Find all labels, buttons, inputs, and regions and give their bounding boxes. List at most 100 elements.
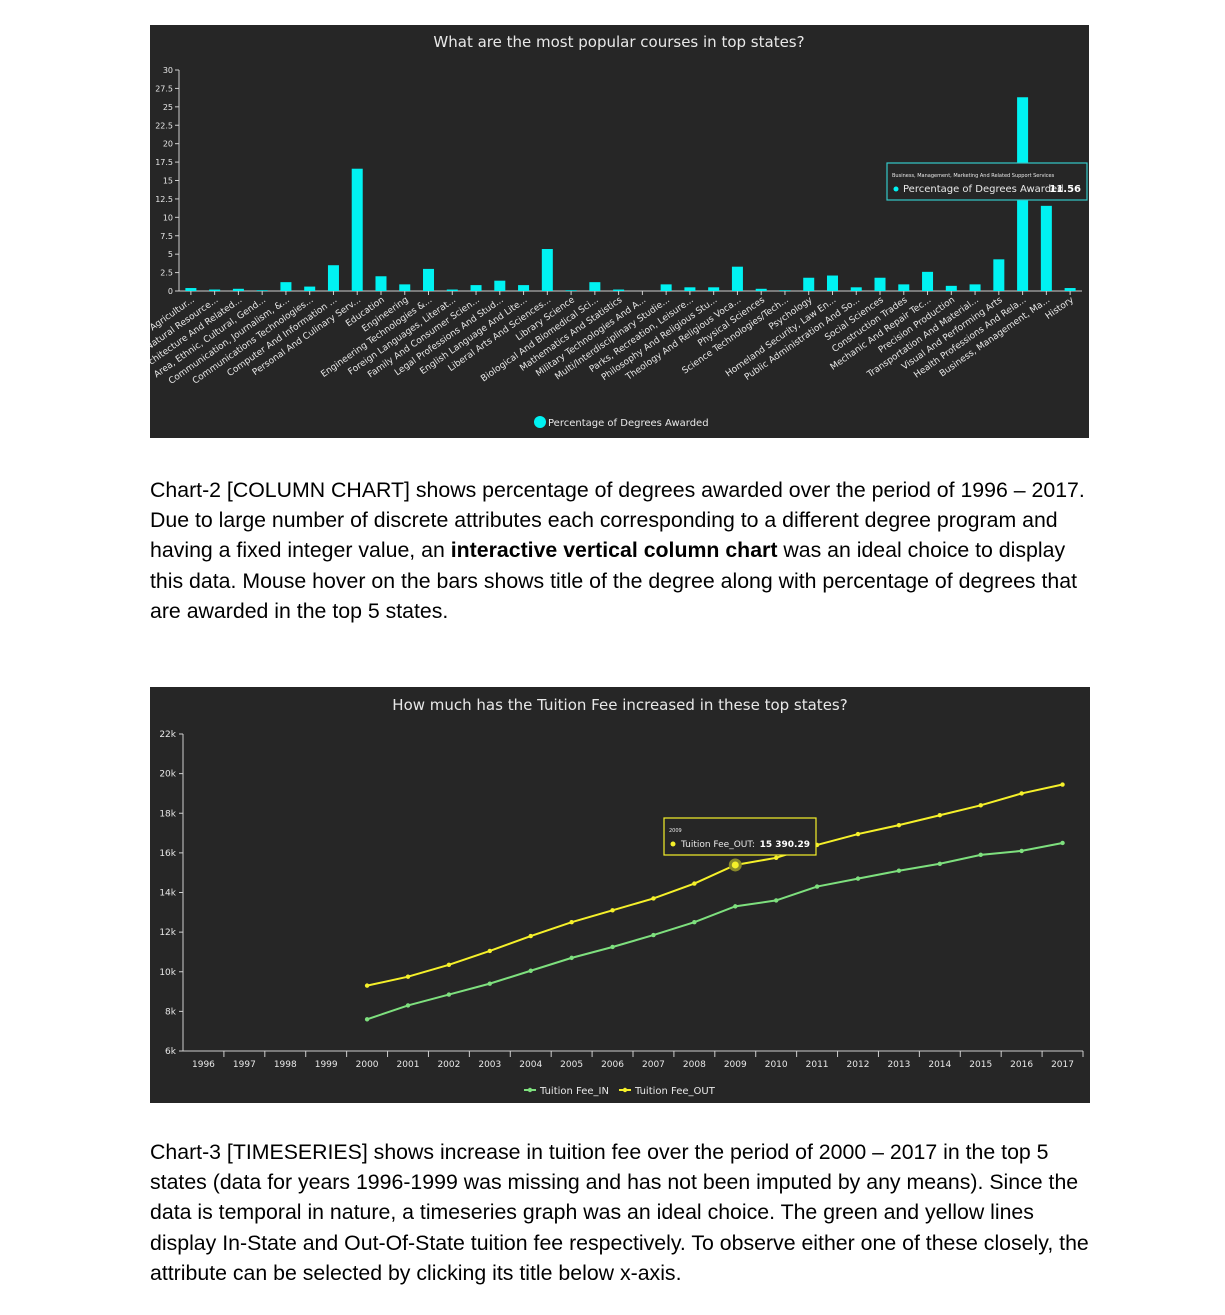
chart1-bar[interactable]: [399, 284, 411, 291]
chart2-point-out[interactable]: [937, 813, 943, 818]
chart1-bar[interactable]: [850, 287, 862, 291]
chart2-x-tick-label: 1998: [274, 1060, 297, 1070]
chart2-point-in[interactable]: [692, 920, 697, 925]
chart2-x-tick-label: 2011: [806, 1060, 829, 1070]
chart1-bar[interactable]: [494, 280, 506, 291]
chart2-point-in[interactable]: [814, 884, 820, 889]
popular-courses-svg[interactable]: What are the most popular courses in top…: [150, 25, 1089, 438]
chart2-point-in[interactable]: [528, 968, 533, 973]
chart2-point-out[interactable]: [773, 855, 779, 861]
chart2-point-out[interactable]: [692, 881, 697, 886]
chart2-point-out[interactable]: [1060, 782, 1065, 787]
chart2-point-in[interactable]: [896, 868, 902, 873]
chart1-bar[interactable]: [803, 277, 815, 291]
chart2-legend-label-in[interactable]: Tuition Fee_IN: [539, 1086, 609, 1097]
chart1-bar[interactable]: [280, 282, 292, 291]
tuition-fee-svg[interactable]: How much has the Tuition Fee increased i…: [150, 687, 1090, 1103]
chart1-bar[interactable]: [898, 284, 910, 291]
chart2-x-tick-label: 2007: [642, 1060, 665, 1070]
chart1-bar[interactable]: [185, 288, 197, 291]
chart2-point-out[interactable]: [528, 933, 533, 939]
chart1-bar[interactable]: [731, 266, 743, 291]
chart1-bar[interactable]: [969, 284, 981, 291]
chart1-tooltip-box: [886, 162, 1088, 201]
chart1-tooltip-category: Business, Management, Marketing And Rela…: [892, 173, 1055, 179]
chart1-bar[interactable]: [684, 287, 696, 291]
chart2-point-in[interactable]: [855, 876, 861, 881]
chart2-point-out[interactable]: [1019, 791, 1024, 796]
chart2-y-tick-label: 12k: [159, 928, 176, 938]
chart2-point-out[interactable]: [978, 803, 983, 808]
chart2-point-in[interactable]: [978, 852, 983, 858]
chart2-point-in[interactable]: [773, 898, 779, 903]
chart2-series-line-in[interactable]: [366, 841, 1063, 1021]
chart2-point-in[interactable]: [364, 1017, 370, 1022]
chart2-y-tick-label: 10k: [159, 968, 176, 978]
chart2-point-out[interactable]: [896, 822, 902, 828]
chart1-bar[interactable]: [826, 275, 838, 291]
chart1-y-tick-label: 5: [168, 250, 173, 259]
chart1-bar[interactable]: [351, 168, 363, 291]
chart2-x-tick-label: 2009: [724, 1060, 747, 1070]
chart2-legend-dot-in[interactable]: [527, 1087, 533, 1093]
chart1-bar[interactable]: [232, 288, 244, 291]
chart2-point-out[interactable]: [651, 896, 656, 901]
chart2-y-tick-label: 16k: [159, 849, 176, 859]
chart1-bar[interactable]: [256, 290, 268, 291]
chart1-legend[interactable]: Percentage of Degrees Awarded: [534, 416, 709, 429]
tuition-fee-chart[interactable]: How much has the Tuition Fee increased i…: [150, 687, 1090, 1103]
chart2-point-out[interactable]: [405, 974, 411, 979]
chart2-point-in[interactable]: [651, 932, 656, 938]
chart2-legend-dot-out[interactable]: [622, 1087, 628, 1093]
chart1-bar[interactable]: [945, 285, 957, 291]
chart1-bar[interactable]: [660, 284, 672, 291]
chart2-tooltip-series: Tuition Fee_OUT:: [680, 840, 755, 850]
chart1-bar[interactable]: [589, 282, 601, 291]
chart2-y-tick-label: 14k: [159, 889, 176, 899]
chart2-x-tick-label: 1997: [233, 1060, 256, 1070]
chart1-bar[interactable]: [446, 289, 458, 291]
chart2-point-out[interactable]: [487, 948, 493, 954]
chart1-bar[interactable]: [304, 286, 316, 291]
chart2-point-out[interactable]: [569, 920, 574, 925]
chart2-point-in[interactable]: [733, 904, 738, 909]
chart2-point-in[interactable]: [487, 981, 493, 986]
chart1-bar[interactable]: [779, 290, 791, 291]
chart2-point-in[interactable]: [610, 944, 615, 950]
chart1-bar[interactable]: [708, 287, 720, 291]
chart1-bar[interactable]: [565, 290, 577, 291]
chart2-series-line-out[interactable]: [366, 783, 1063, 987]
chart2-tooltip: 2009 Tuition Fee_OUT: 15 390.29: [663, 817, 817, 856]
chart2-point-in[interactable]: [569, 955, 574, 961]
chart1-bar[interactable]: [423, 268, 435, 291]
chart2-point-in[interactable]: [405, 1003, 411, 1008]
chart1-bar[interactable]: [518, 285, 530, 291]
chart1-bar[interactable]: [993, 259, 1005, 291]
chart2-point-in[interactable]: [1019, 848, 1024, 854]
chart1-bar[interactable]: [1064, 288, 1076, 291]
chart1-legend-marker[interactable]: [534, 416, 546, 428]
chart2-point-out[interactable]: [364, 983, 370, 988]
chart1-bar[interactable]: [541, 249, 553, 291]
chart1-bar[interactable]: [1040, 205, 1052, 291]
popular-courses-chart[interactable]: What are the most popular courses in top…: [150, 25, 1089, 438]
chart2-tooltip-year: 2009: [669, 828, 682, 834]
chart2-hover-point[interactable]: [728, 858, 742, 872]
chart1-bar[interactable]: [922, 271, 934, 291]
chart1-bar[interactable]: [470, 285, 482, 291]
chart1-bar[interactable]: [613, 289, 625, 291]
chart2-point-in[interactable]: [446, 992, 452, 997]
chart1-bar[interactable]: [209, 289, 221, 291]
chart2-point-in[interactable]: [1060, 840, 1065, 846]
chart1-bar[interactable]: [327, 265, 339, 291]
chart2-point-out[interactable]: [855, 831, 861, 837]
chart2-legend[interactable]: Tuition Fee_IN Tuition Fee_OUT: [524, 1086, 716, 1097]
chart2-point-out[interactable]: [446, 962, 452, 968]
chart1-bar[interactable]: [874, 277, 886, 291]
chart2-point-out[interactable]: [610, 908, 615, 913]
chart2-point-in[interactable]: [937, 861, 943, 866]
chart2-legend-label-out[interactable]: Tuition Fee_OUT: [634, 1086, 716, 1097]
chart1-legend-label[interactable]: Percentage of Degrees Awarded: [548, 418, 709, 429]
chart1-bar[interactable]: [755, 288, 767, 291]
chart1-bar[interactable]: [375, 276, 387, 291]
